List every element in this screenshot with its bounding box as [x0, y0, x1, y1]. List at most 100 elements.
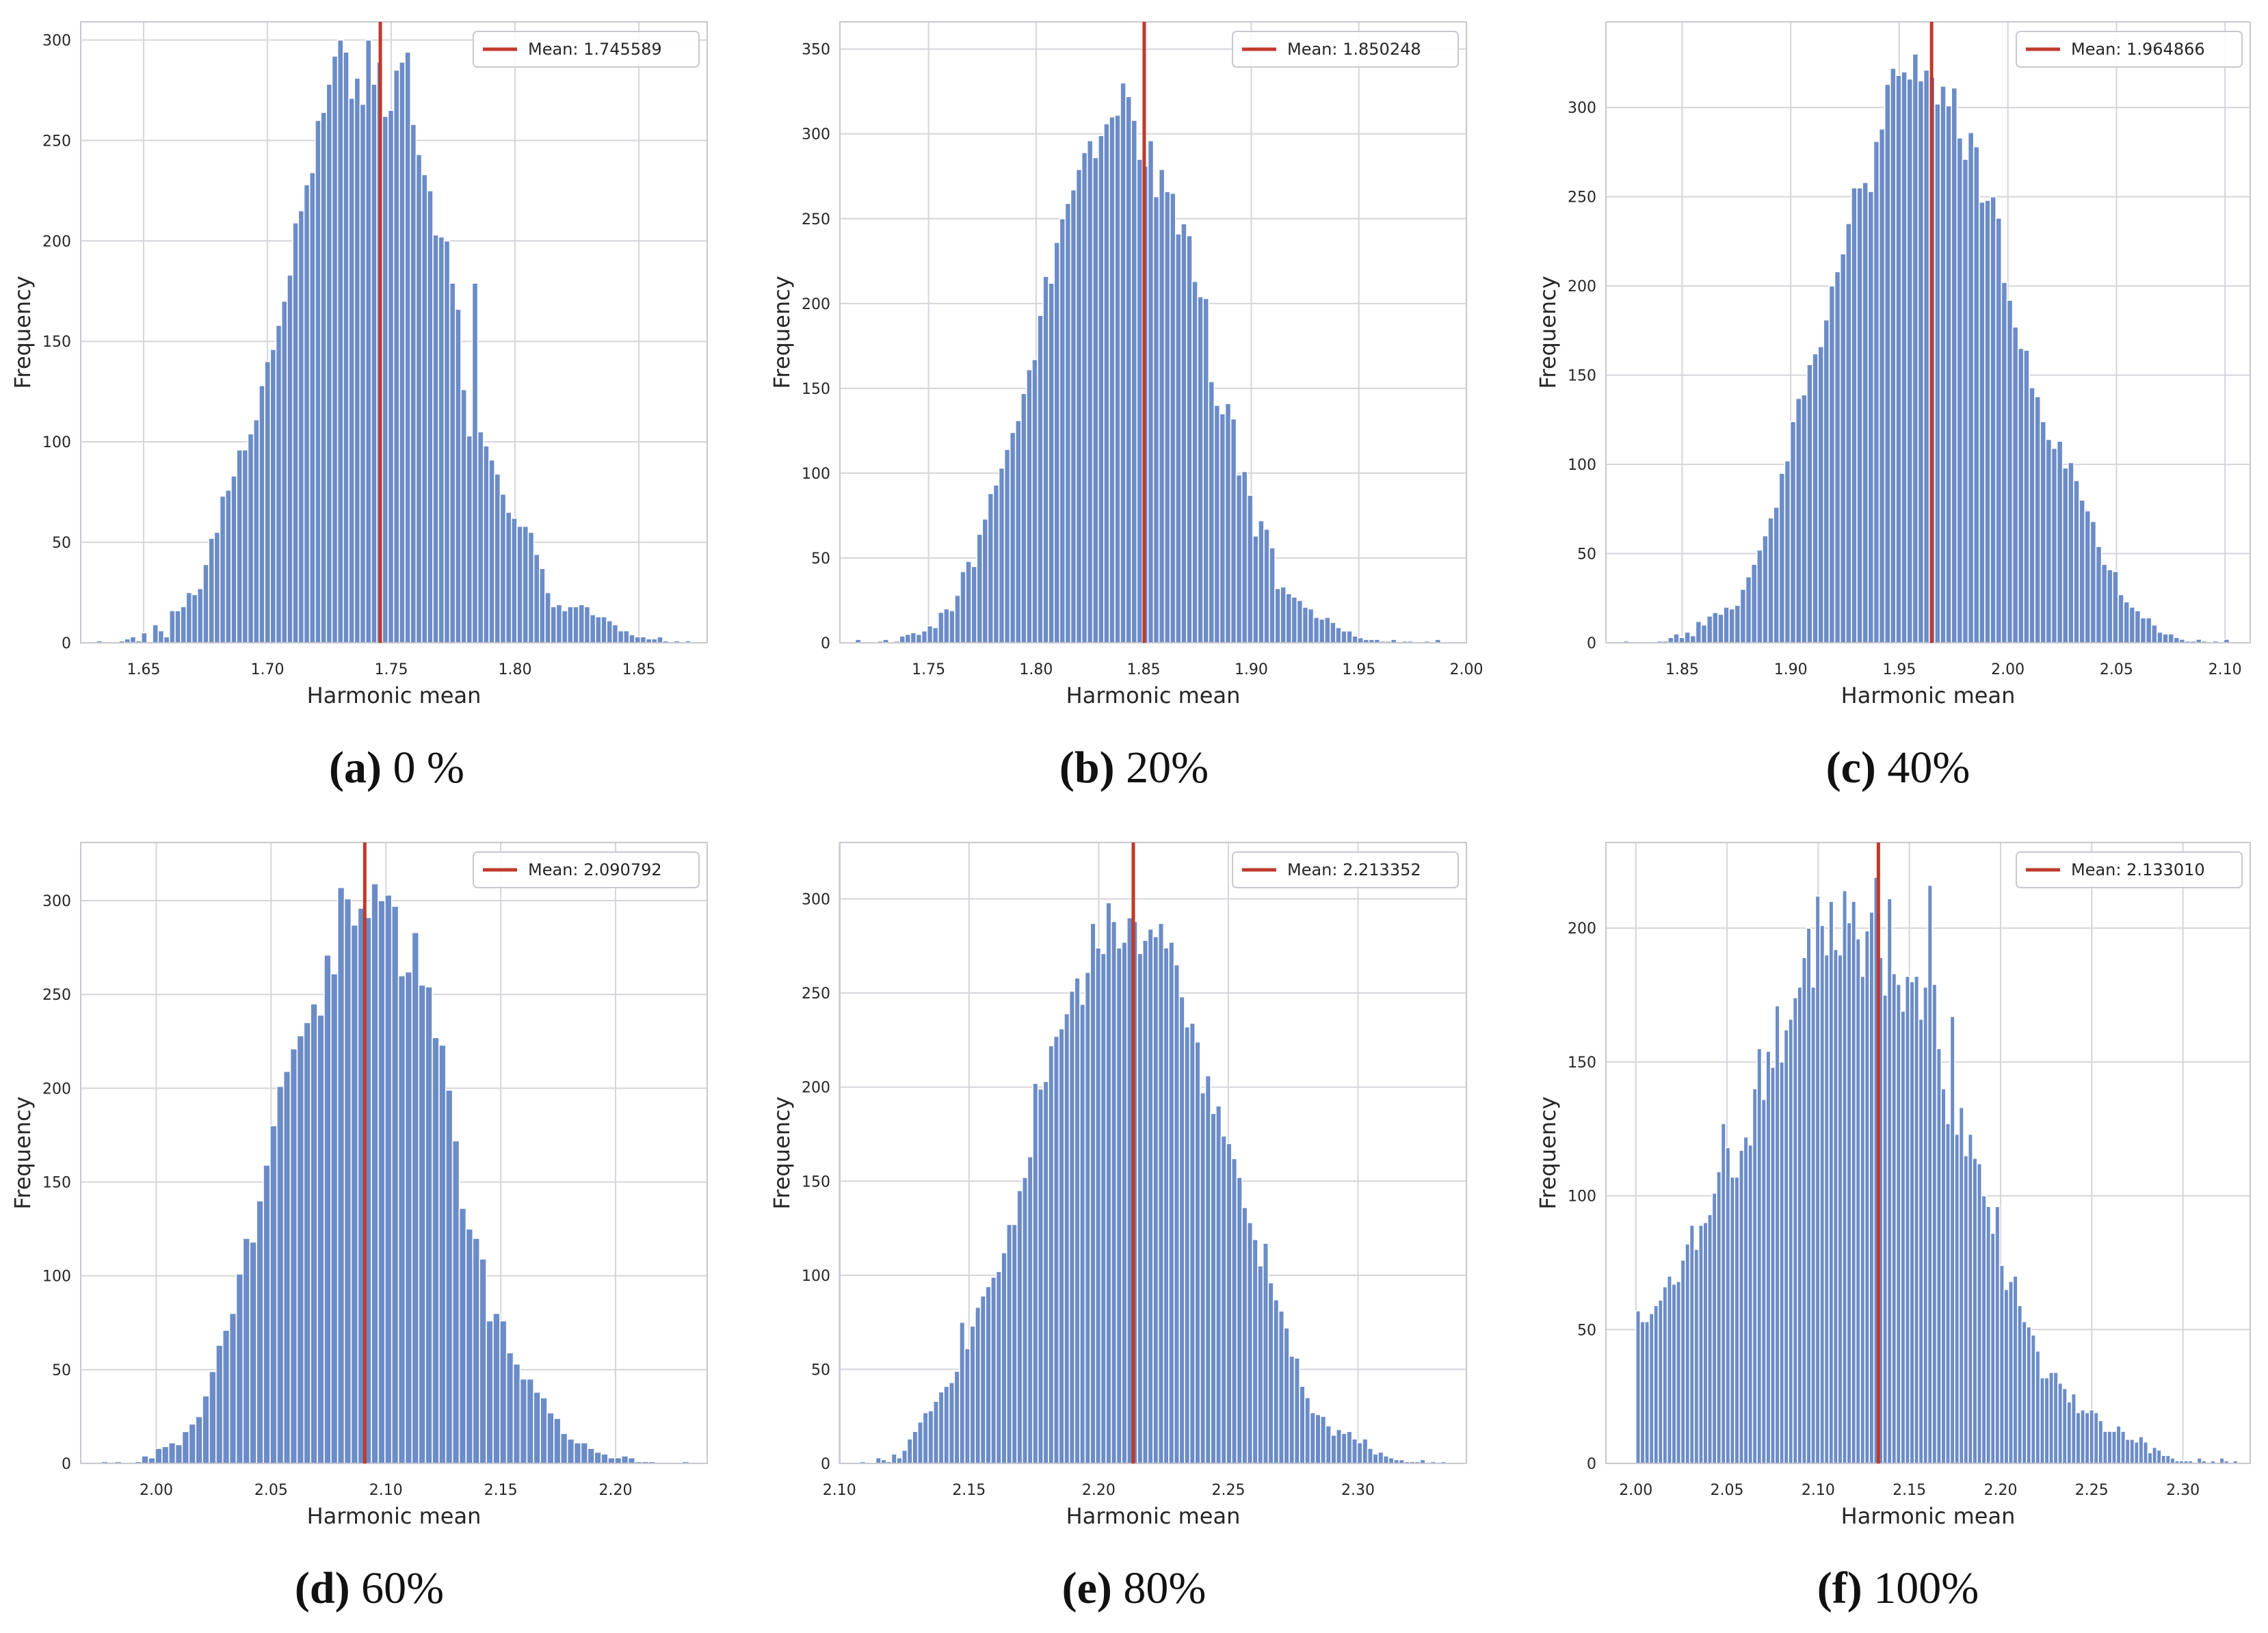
x-axis-label: Harmonic mean	[307, 682, 482, 708]
histogram-bar	[1958, 1106, 1964, 1464]
histogram-bar	[2045, 438, 2053, 643]
y-tick-label: 50	[52, 535, 71, 552]
histogram-bar	[1901, 71, 1908, 643]
histogram-bar	[510, 518, 518, 643]
histogram-bar	[1828, 285, 1836, 643]
histogram-bar	[1263, 528, 1270, 643]
histogram-bar	[607, 1457, 616, 1464]
histogram-bar	[594, 1451, 602, 1464]
histogram-bar	[965, 561, 972, 643]
caption-a-letter: (a)	[329, 743, 382, 793]
histogram-bar	[337, 887, 345, 1464]
histogram-bar	[2061, 467, 2069, 643]
histogram-bar	[2128, 607, 2136, 643]
histogram-bar	[2061, 1388, 2068, 1464]
histogram-bar	[141, 1455, 149, 1464]
histogram-bar	[2095, 546, 2102, 643]
histogram-bar	[1032, 1083, 1039, 1464]
histogram-bars	[1622, 53, 2230, 643]
histogram-bar	[315, 120, 321, 643]
histogram-bar	[1862, 182, 1869, 643]
histogram-bar	[1976, 1163, 1983, 1464]
histogram-bar	[1341, 630, 1347, 643]
histogram-bar	[1003, 449, 1011, 643]
histogram-bar	[1042, 1080, 1049, 1464]
histogram-bar	[2073, 479, 2080, 643]
histogram-bar	[2066, 1401, 2072, 1464]
histogram-bar	[1163, 191, 1171, 643]
histogram-bar	[1074, 977, 1081, 1464]
histogram-bar	[1351, 1438, 1358, 1464]
histogram-bar	[1995, 217, 2003, 643]
histogram-bar	[1210, 1113, 1217, 1464]
y-tick-label: 100	[42, 1269, 71, 1286]
histogram-bar	[1064, 1013, 1070, 1464]
x-tick-labels: 2.10 2.15 2.20 2.25 2.30	[823, 1482, 1375, 1499]
histogram-bar	[1120, 82, 1126, 643]
histogram-bar	[208, 537, 215, 643]
histogram-bar	[1823, 319, 1830, 643]
histogram-bar	[247, 433, 254, 643]
histogram-bar	[922, 1411, 929, 1464]
histogram-bar	[906, 1438, 913, 1464]
histogram-bar	[449, 282, 456, 643]
y-tick-label: 100	[42, 434, 71, 451]
plot-frame	[1605, 842, 2251, 1464]
caption-f-text: 100%	[1862, 1563, 1979, 1613]
histogram-bar	[404, 51, 412, 643]
y-tick-label: 100	[802, 466, 830, 483]
histogram-bar	[1213, 404, 1221, 643]
histogram-bar	[188, 1423, 197, 1464]
histogram-bar	[1695, 620, 1702, 643]
histogram-bar	[912, 1431, 919, 1464]
histogram-bar	[1750, 563, 1758, 643]
histogram-bar	[992, 484, 1000, 643]
histogram-bar	[180, 606, 187, 643]
histogram-bar	[1846, 922, 1852, 1464]
histogram-bar	[2170, 1457, 2176, 1464]
histogram-bar	[1037, 1088, 1044, 1464]
legend-label: Mean: 2.213352	[1287, 860, 1421, 879]
histogram-bar	[2068, 462, 2074, 643]
x-tick-label: 1.75	[912, 661, 945, 678]
histogram-bar	[2100, 563, 2108, 643]
histogram-bar	[1356, 1442, 1363, 1464]
histogram-bar	[1981, 1195, 1987, 1464]
x-tick-label: 1.90	[1774, 661, 1808, 678]
x-tick-label: 2.15	[952, 1482, 986, 1499]
histogram-bar	[1215, 1105, 1222, 1464]
histogram-bar	[1031, 358, 1038, 643]
histogram-bar	[2051, 447, 2058, 643]
histogram-bar	[2084, 1411, 2090, 1464]
y-tick-label: 0	[821, 1456, 830, 1473]
histogram-bar	[634, 636, 642, 643]
y-tick-label: 300	[42, 893, 71, 910]
histogram-bar	[152, 624, 159, 643]
histogram-bar	[627, 1457, 636, 1464]
histogram-bar	[1756, 549, 1763, 643]
histogram-bar	[2107, 1431, 2113, 1464]
histogram-bar	[2167, 633, 2175, 643]
histogram-bar	[472, 1238, 480, 1464]
histogram-bar	[2079, 1409, 2086, 1464]
x-tick-label: 1.65	[127, 661, 160, 678]
histogram-bar	[1142, 940, 1149, 1464]
y-tick-label: 200	[42, 1080, 71, 1098]
histogram-bar	[1990, 196, 1997, 643]
histogram-bar	[943, 1385, 950, 1464]
histogram-bar	[371, 883, 379, 1464]
histogram-bar	[1878, 128, 1886, 643]
histogram-bar	[1783, 1029, 1789, 1464]
histogram-bar	[533, 1391, 541, 1464]
histogram-bar	[2118, 594, 2124, 643]
histogram-bar	[393, 69, 400, 643]
histogram-bar	[1230, 418, 1237, 643]
x-axis-label: Harmonic mean	[1841, 682, 2016, 708]
histogram-bar	[1092, 157, 1099, 643]
caption-b: (b) 20%	[942, 742, 1326, 794]
histogram-bar	[1309, 1411, 1316, 1464]
histogram-bar	[937, 611, 945, 643]
y-tick-labels: 0 50 100 150 200	[1568, 920, 1596, 1473]
histogram-bar	[932, 626, 939, 643]
